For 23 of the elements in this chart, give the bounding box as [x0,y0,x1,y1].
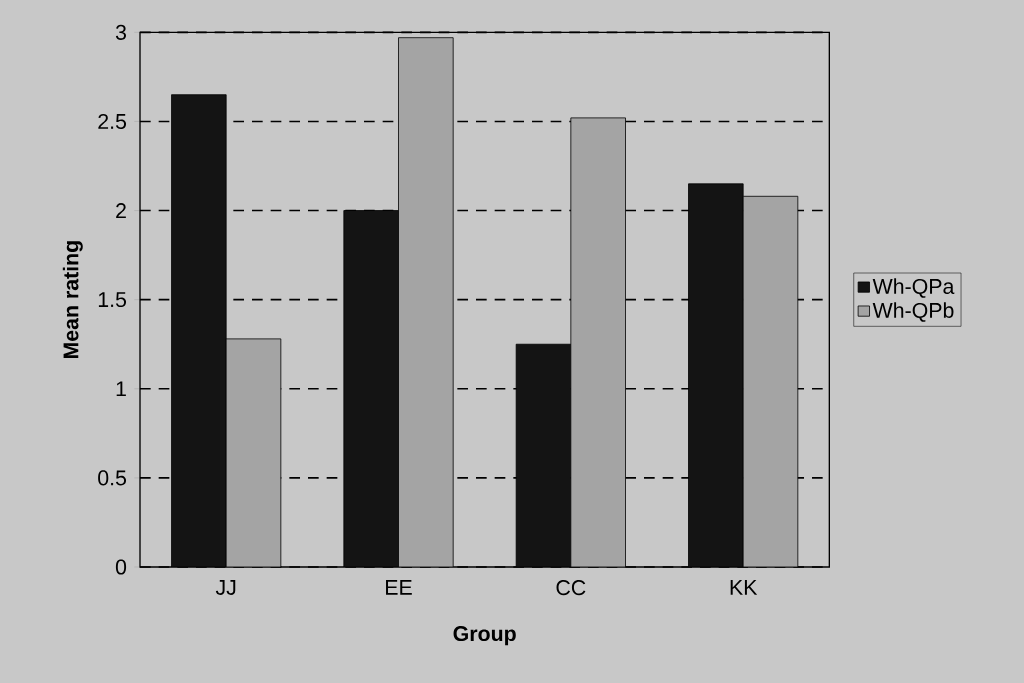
y-tick-label: 0 [115,559,127,575]
y-tick-label: 3 [115,24,126,40]
bar [343,210,399,567]
x-tick-label: JJ [215,580,236,595]
y-tick-label: 1 [116,381,126,397]
y-tick-label: 2.5 [98,113,127,129]
x-tick-label: EE [386,580,412,595]
legend-label: Wh-QPb [872,302,954,322]
bar [515,343,572,567]
x-tick-label: CC [556,580,586,596]
legend-label: Wh-QPa [872,278,955,298]
x-axis-title: Group [453,626,516,646]
bar [225,338,282,567]
y-tick-label: 1.5 [98,292,127,308]
bar [688,183,744,567]
bar [570,117,626,567]
y-tick-label: 0.5 [98,470,127,486]
x-tick-label: KK [730,580,758,595]
y-tick-label: 2 [116,203,126,219]
bar [171,94,227,567]
y-axis-title: Mean rating [62,241,83,359]
bar [398,37,454,567]
bar [742,195,799,567]
